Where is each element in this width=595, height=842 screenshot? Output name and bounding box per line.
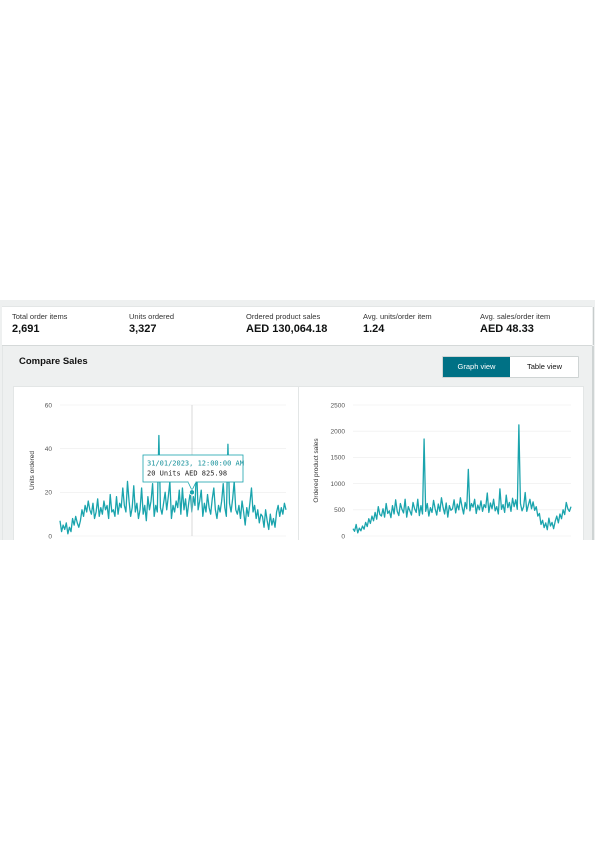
table-view-button[interactable]: Table view	[526, 362, 563, 371]
y-tick-label: 20	[45, 490, 53, 497]
tooltip-pointer	[187, 481, 197, 492]
metric-value: 3,327	[129, 323, 157, 335]
y-axis-title: Ordered product sales	[313, 438, 320, 503]
units-ordered-chart[interactable]: 0 20 40 60 Units ordered 31/01/2023, 12:00:00…	[14, 387, 298, 540]
series-line	[352, 424, 572, 534]
hover-point	[188, 489, 195, 496]
graph-view-button[interactable]: Graph view	[443, 357, 510, 377]
y-tick-label: 0	[341, 533, 345, 540]
product-sales-chart-panel: 0 500 1000 1500 2000 2500 Ordered product sale…	[298, 386, 584, 540]
metric-label: Units ordered	[129, 312, 175, 321]
y-tick-label: 2000	[331, 429, 346, 436]
compare-sales-title: Compare Sales	[19, 356, 88, 367]
sales-dashboard-section: Total order items 2,691 Units ordered 3,…	[0, 300, 595, 540]
y-tick-label: 0	[48, 533, 52, 540]
view-toggle: Graph view Table view	[442, 356, 579, 378]
product-sales-chart[interactable]: 0 500 1000 1500 2000 2500 Ordered product sale…	[299, 387, 583, 540]
y-tick-label: 500	[334, 507, 345, 514]
y-axis-title: Units ordered	[29, 451, 36, 490]
y-tick-label: 2500	[331, 402, 346, 409]
metric-label: Avg. sales/order item	[480, 312, 551, 321]
metric-label: Ordered product sales	[246, 312, 321, 321]
tooltip-date: 31/01/2023, 12:00:00 AM	[147, 460, 244, 468]
scrollbar[interactable]	[592, 346, 594, 540]
metric-value: 1.24	[363, 323, 385, 335]
metric-label: Avg. units/order item	[363, 312, 432, 321]
compare-sales-card: Compare Sales Graph view Table view 0 20 4…	[2, 346, 592, 540]
divider	[593, 307, 594, 345]
y-tick-label: 1500	[331, 455, 346, 462]
tooltip-detail: 20 Units AED 825.98	[147, 470, 227, 478]
y-tick-label: 40	[45, 446, 53, 453]
metric-value: 2,691	[12, 323, 40, 335]
metric-label: Total order items	[12, 312, 68, 321]
metric-value: AED 48.33	[480, 323, 534, 335]
y-tick-label: 60	[45, 402, 53, 409]
tooltip-box	[142, 454, 244, 483]
units-ordered-chart-panel: 0 20 40 60 Units ordered 31/01/2023, 12:00:00…	[13, 386, 299, 540]
metrics-bar: Total order items 2,691 Units ordered 3,…	[2, 306, 594, 346]
y-tick-label: 1000	[331, 481, 346, 488]
series-line	[59, 434, 287, 535]
metric-value: AED 130,064.18	[246, 323, 328, 335]
